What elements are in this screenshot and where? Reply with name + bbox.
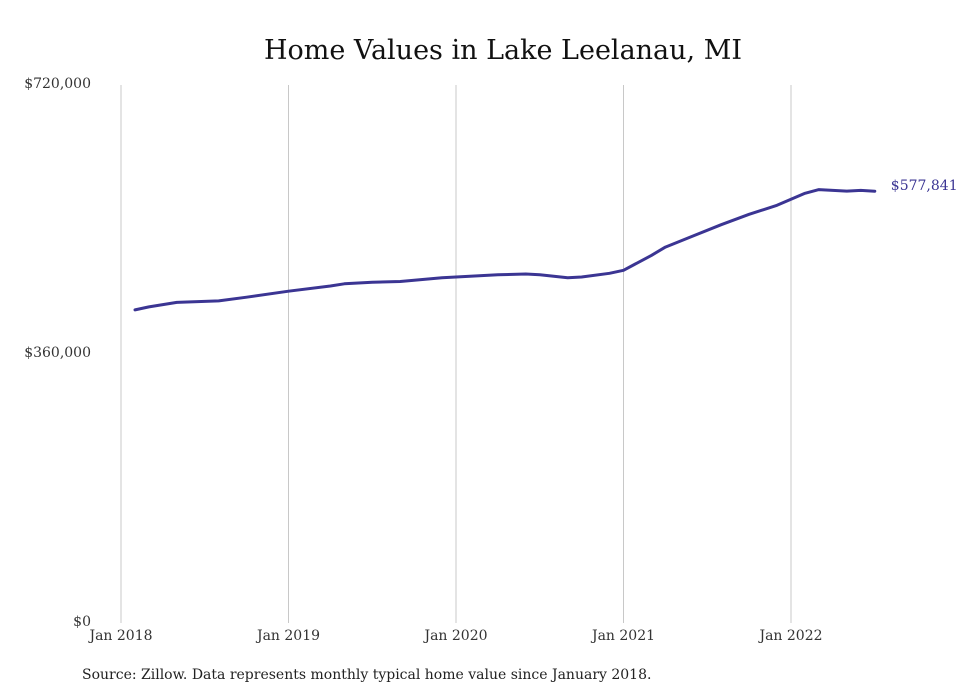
y-tick-label: $0: [73, 614, 91, 630]
series: [133, 188, 877, 312]
y-axis-labels: $0 $360,000 $720,000: [24, 76, 91, 630]
x-axis-labels: Jan 2018 Jan 2019 Jan 2020 Jan 2021 Jan 2022: [87, 628, 822, 644]
x-tick-label: Jan 2019: [255, 628, 320, 644]
x-tick-label: Jan 2018: [87, 628, 152, 644]
y-tick-label: $360,000: [24, 345, 91, 361]
source-note: Source: Zillow. Data represents monthly …: [82, 667, 652, 683]
series-line: [133, 188, 877, 312]
end-value-label: $577,841: [891, 178, 958, 194]
x-tick-label: Jan 2020: [422, 628, 487, 644]
y-tick-label: $720,000: [24, 76, 91, 92]
grid: [120, 85, 792, 623]
x-tick-label: Jan 2022: [757, 628, 822, 644]
chart-title: Home Values in Lake Leelanau, MI: [264, 35, 742, 66]
x-tick-label: Jan 2021: [590, 628, 655, 644]
